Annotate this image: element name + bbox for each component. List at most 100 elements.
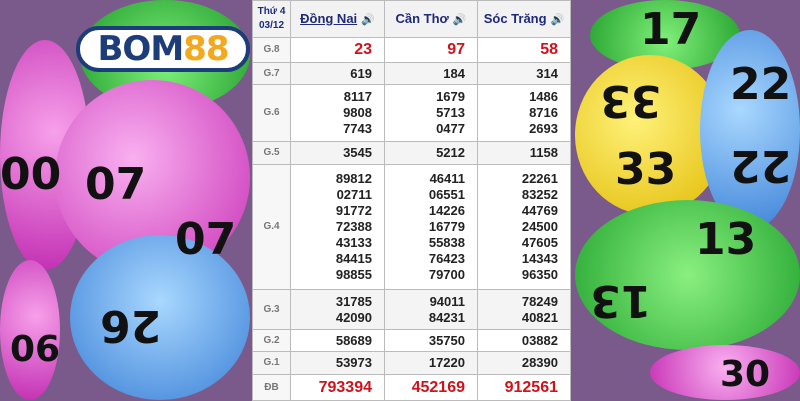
ball-number: 22 bbox=[730, 140, 792, 191]
prize-label: G.5 bbox=[252, 141, 291, 165]
prize-row: G.5 3545 5212 1158 bbox=[252, 141, 571, 165]
ball-number: 06 bbox=[10, 329, 61, 370]
prize-row: G.1 53973 17220 28390 bbox=[252, 351, 571, 375]
ball-green bbox=[575, 200, 800, 350]
ball-number: 22 bbox=[730, 59, 792, 110]
prize-number: 46411 bbox=[429, 171, 465, 186]
prize-cell: 3545 bbox=[290, 141, 385, 165]
prize-cell: 912561 bbox=[477, 374, 571, 401]
ball-number: 07 bbox=[175, 214, 237, 265]
prize-number: 84231 bbox=[428, 309, 465, 325]
bom88-logo: BOM 88 bbox=[76, 26, 250, 72]
prize-number: 84415 bbox=[335, 251, 372, 266]
prize-cell: 452169 bbox=[384, 374, 478, 401]
prize-number: 9808 bbox=[343, 105, 372, 120]
ball-number: 13 bbox=[590, 275, 652, 326]
prize-number: 44769 bbox=[521, 203, 558, 218]
prize-number: 96350 bbox=[521, 267, 558, 282]
prize-number: 98855 bbox=[335, 267, 372, 282]
prize-cell: 619 bbox=[290, 62, 385, 85]
ball-pink bbox=[0, 260, 60, 400]
prize-number: 35750 bbox=[428, 332, 465, 348]
prize-number: 42090 bbox=[335, 309, 372, 325]
prize-number: 793394 bbox=[318, 378, 372, 396]
prize-row: ĐB 793394 452169 912561 bbox=[252, 374, 571, 401]
prize-cell: 23 bbox=[290, 37, 385, 63]
prize-number: 17220 bbox=[428, 355, 465, 370]
prize-number: 58 bbox=[540, 41, 558, 58]
prize-number: 78249 bbox=[521, 293, 558, 309]
province-soc-trang: Sóc Trăng 🔊 bbox=[477, 0, 571, 38]
prize-cell: 58689 bbox=[290, 329, 385, 352]
prize-row: G.3 31785 42090 94011 84231 78249 40821 bbox=[252, 289, 571, 330]
prize-number: 94011 bbox=[429, 293, 465, 309]
prize-number: 24500 bbox=[521, 219, 558, 234]
prize-number: 912561 bbox=[504, 378, 558, 396]
ball-number: 26 bbox=[100, 300, 162, 351]
prize-cell: 793394 bbox=[290, 374, 385, 401]
prize-number: 1679 bbox=[436, 89, 465, 104]
province-can-tho: Cần Thơ 🔊 bbox=[384, 0, 478, 38]
prize-row: G.4 89812 02711 91772 72388 43133 84415 98855 46… bbox=[252, 164, 571, 290]
prize-number: 76423 bbox=[428, 251, 465, 266]
prize-cell: 58 bbox=[477, 37, 571, 63]
prize-number: 23 bbox=[354, 41, 372, 58]
prize-cell: 46411 06551 14226 16779 55838 76423 79700 bbox=[384, 164, 478, 290]
prize-number: 619 bbox=[350, 65, 372, 81]
prize-number: 40821 bbox=[521, 309, 558, 325]
prize-cell: 1158 bbox=[477, 141, 571, 165]
prize-number: 06551 bbox=[428, 187, 465, 202]
prize-cell: 53973 bbox=[290, 351, 385, 375]
prize-number: 16779 bbox=[428, 219, 465, 234]
draw-date: Thứ 4 03/12 bbox=[252, 0, 291, 38]
prize-label: G.1 bbox=[252, 351, 291, 375]
prize-label: G.3 bbox=[252, 289, 291, 330]
prize-number: 28390 bbox=[521, 355, 558, 370]
prize-number: 314 bbox=[536, 65, 558, 81]
prize-cell: 314 bbox=[477, 62, 571, 85]
prize-number: 53973 bbox=[335, 355, 372, 370]
ball-number: 17 bbox=[640, 4, 702, 55]
ball-pink bbox=[650, 345, 800, 400]
ball-number: 33 bbox=[615, 144, 677, 195]
prize-number: 5713 bbox=[436, 105, 465, 120]
prize-number: 55838 bbox=[428, 235, 465, 250]
prize-number: 97 bbox=[447, 41, 465, 58]
table-header: Thứ 4 03/12 Đồng Nai 🔊 Cần Thơ 🔊 Sóc Trăng 🔊 bbox=[252, 0, 571, 38]
speaker-icon[interactable]: 🔊 bbox=[361, 13, 375, 26]
prize-number: 03882 bbox=[521, 332, 558, 348]
ball-blue bbox=[700, 30, 800, 230]
prize-label: G.6 bbox=[252, 84, 291, 142]
prize-number: 31785 bbox=[335, 293, 372, 309]
ball-number: 13 bbox=[695, 214, 757, 265]
prize-cell: 22261 83252 44769 24500 47605 14343 96350 bbox=[477, 164, 571, 290]
prize-row: G.6 8117 9808 7743 1679 5713 0477 1486 8716 2693 bbox=[252, 84, 571, 142]
ball-number: 30 bbox=[720, 354, 771, 395]
prize-cell: 17220 bbox=[384, 351, 478, 375]
prize-label: ĐB bbox=[252, 374, 291, 401]
prize-number: 83252 bbox=[521, 187, 558, 202]
speaker-icon[interactable]: 🔊 bbox=[550, 13, 565, 26]
prize-number: 02711 bbox=[336, 187, 372, 202]
prize-number: 43133 bbox=[335, 235, 372, 250]
province-dong-nai[interactable]: Đồng Nai 🔊 bbox=[290, 0, 385, 38]
prize-cell: 31785 42090 bbox=[290, 289, 385, 330]
prize-cell: 94011 84231 bbox=[384, 289, 478, 330]
prize-cell: 5212 bbox=[384, 141, 478, 165]
prize-number: 79700 bbox=[428, 267, 465, 282]
prize-cell: 03882 bbox=[477, 329, 571, 352]
prize-number: 1158 bbox=[529, 145, 558, 160]
prize-number: 89812 bbox=[335, 171, 372, 186]
prize-label: G.4 bbox=[252, 164, 291, 290]
prize-number: 72388 bbox=[335, 219, 372, 234]
prize-cell: 1486 8716 2693 bbox=[477, 84, 571, 142]
prize-number: 7743 bbox=[343, 121, 372, 136]
prize-number: 8716 bbox=[529, 105, 558, 120]
prize-label: G.2 bbox=[252, 329, 291, 352]
prize-row: G.7 619 184 314 bbox=[252, 62, 571, 85]
prize-number: 0477 bbox=[436, 121, 465, 136]
prize-number: 1486 bbox=[529, 89, 558, 104]
prize-cell: 28390 bbox=[477, 351, 571, 375]
prize-number: 184 bbox=[443, 65, 465, 81]
speaker-icon[interactable]: 🔊 bbox=[452, 13, 467, 26]
